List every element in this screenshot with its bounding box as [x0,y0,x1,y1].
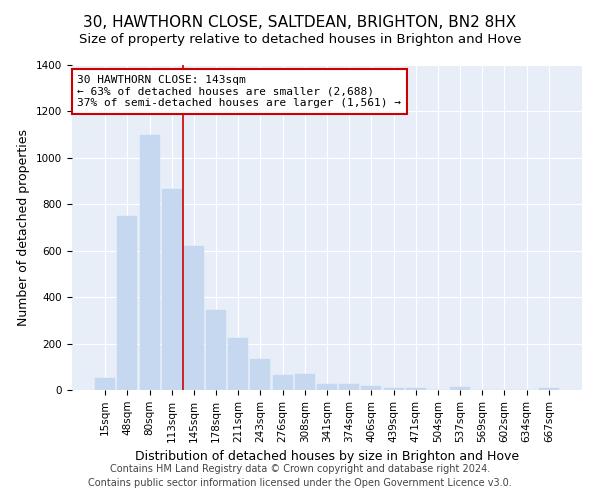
Text: 30, HAWTHORN CLOSE, SALTDEAN, BRIGHTON, BN2 8HX: 30, HAWTHORN CLOSE, SALTDEAN, BRIGHTON, … [83,15,517,30]
Bar [295,374,315,390]
Bar [317,384,337,390]
Bar [206,310,226,390]
Bar [162,189,182,390]
Text: 30 HAWTHORN CLOSE: 143sqm
← 63% of detached houses are smaller (2,688)
37% of se: 30 HAWTHORN CLOSE: 143sqm ← 63% of detac… [77,74,401,108]
Bar [339,384,359,390]
Bar [450,387,470,390]
Bar [95,378,115,390]
X-axis label: Distribution of detached houses by size in Brighton and Hove: Distribution of detached houses by size … [135,450,519,463]
Bar [383,388,404,390]
Y-axis label: Number of detached properties: Number of detached properties [17,129,31,326]
Bar [140,134,160,390]
Text: Contains HM Land Registry data © Crown copyright and database right 2024.
Contai: Contains HM Land Registry data © Crown c… [88,464,512,487]
Bar [250,358,271,390]
Bar [184,246,204,390]
Bar [228,338,248,390]
Bar [361,386,382,390]
Bar [118,216,137,390]
Bar [539,388,559,390]
Bar [406,388,426,390]
Text: Size of property relative to detached houses in Brighton and Hove: Size of property relative to detached ho… [79,32,521,46]
Bar [272,375,293,390]
